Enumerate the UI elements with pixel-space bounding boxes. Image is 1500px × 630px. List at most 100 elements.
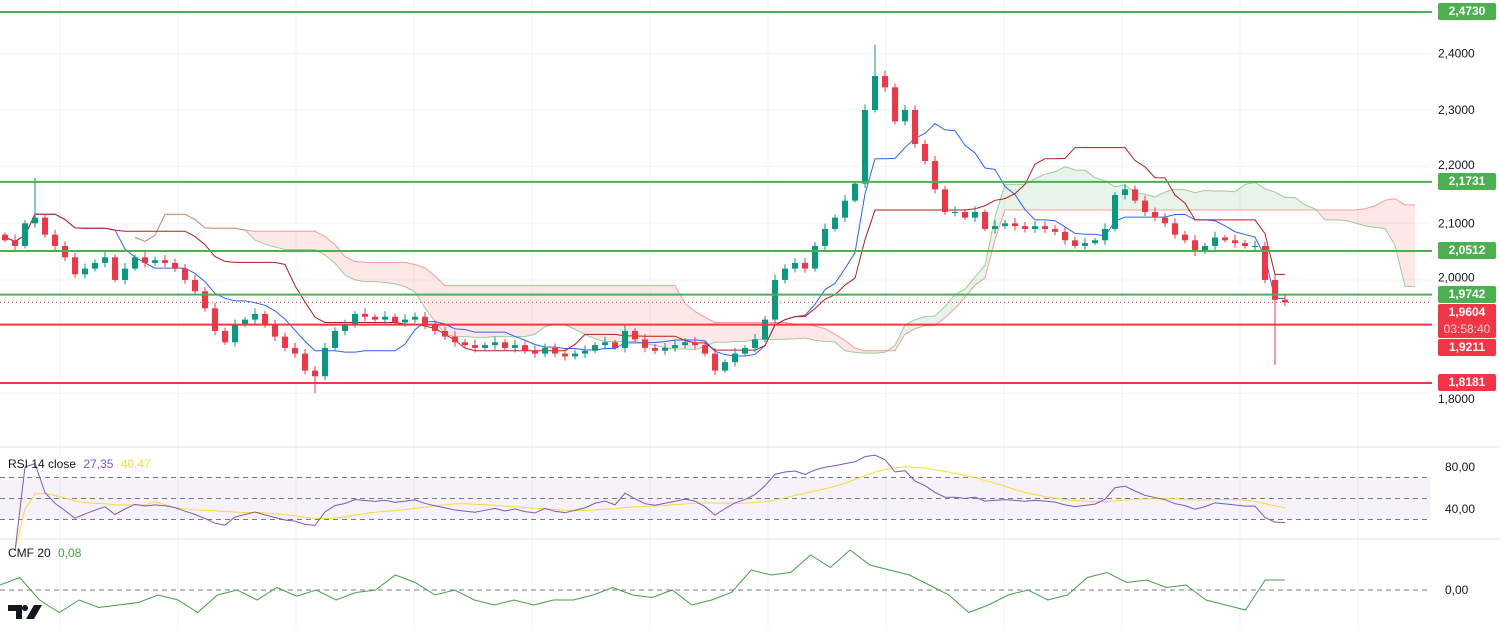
candle-body [1152, 211, 1158, 218]
cmf-title: CMF 20 [8, 546, 51, 560]
candle-body [732, 353, 738, 363]
candle-body [42, 217, 48, 235]
candle-body [362, 313, 368, 317]
candle-body [252, 313, 258, 320]
ichimoku-cloud-segment [485, 285, 495, 338]
candle-body [172, 262, 178, 269]
ichimoku-cloud-segment [1075, 169, 1085, 210]
candle-body [1082, 243, 1088, 246]
candle-body [972, 211, 978, 218]
candle-body [832, 217, 838, 229]
candle-body [232, 325, 238, 343]
candle-body [802, 262, 808, 269]
ichimoku-cloud-segment [1045, 171, 1055, 210]
price-axis-tick: 2,3000 [1438, 103, 1475, 117]
level-price-tag: 1,8181 [1438, 374, 1496, 391]
ichimoku-cloud-segment [1285, 197, 1295, 210]
ichimoku-cloud-segment [975, 265, 985, 286]
candle-body [1102, 228, 1108, 241]
candle-body [262, 313, 268, 326]
candle-body [202, 291, 208, 309]
candle-body [222, 330, 228, 343]
candle-body [1182, 234, 1188, 241]
candle-body [292, 347, 298, 354]
candle-body [952, 211, 958, 213]
candle-body [1172, 223, 1178, 235]
ichimoku-cloud-segment [995, 184, 1005, 240]
cmf-line [0, 549, 1285, 614]
ichimoku-cloud-segment [775, 322, 785, 340]
candle-body [1122, 189, 1128, 195]
candle-body [1282, 299, 1288, 303]
ichimoku-cloud-segment [1155, 192, 1165, 210]
ichimoku-cloud-segment [655, 285, 665, 348]
level-price-tag-value: 1,8181 [1448, 375, 1486, 389]
candle-body [1242, 243, 1248, 246]
candle-body [132, 257, 138, 269]
candle-body [812, 245, 818, 269]
candle-body [482, 345, 488, 348]
candle-body [532, 350, 538, 354]
ichimoku-cloud-segment [505, 285, 515, 337]
candle-body [692, 342, 698, 346]
price-axis-tick: 1,8000 [1438, 392, 1475, 406]
candle-body [662, 347, 668, 351]
level-price-tag-value: 1,9742 [1448, 286, 1486, 301]
ichimoku-cloud-segment [935, 306, 945, 326]
ichimoku-cloud-segment [1335, 209, 1345, 221]
ichimoku-cloud-segment [275, 231, 285, 250]
level-price-tag: 2,1731 [1438, 172, 1496, 190]
candle-body [742, 347, 748, 354]
ichimoku-cloud-segment [865, 350, 875, 354]
candle-body [472, 345, 478, 348]
candle-body [1052, 228, 1058, 232]
ichimoku-cloud-segment [1345, 209, 1355, 223]
ichimoku-cloud-segment [1065, 166, 1075, 210]
ichimoku-cloud-segment [1165, 189, 1175, 210]
candle-body [522, 345, 528, 351]
candle-body [162, 260, 168, 263]
ichimoku-cloud-segment [675, 285, 685, 349]
ichimoku-cloud-segment [845, 340, 855, 353]
price-axis-tick: 2,0000 [1438, 271, 1475, 285]
ichimoku-cloud-segment [415, 264, 425, 308]
rsi-axis-tick: 40,00 [1445, 502, 1475, 516]
candle-body [992, 226, 998, 229]
ichimoku-cloud-segment [305, 231, 315, 250]
ichimoku-cloud-segment [785, 322, 795, 340]
candle-body [1272, 279, 1278, 300]
candle-body [52, 234, 58, 246]
candle-body [492, 342, 498, 346]
ichimoku-cloud-segment [985, 216, 995, 279]
candle-body [112, 257, 118, 280]
candle-body [822, 228, 828, 246]
cmf-legend: CMF 20 0,08 [8, 546, 85, 560]
candle-body [1132, 189, 1138, 201]
candle-body [942, 189, 948, 212]
candle-body [1032, 226, 1038, 229]
ichimoku-cloud-segment [1355, 208, 1365, 226]
candle-body [762, 319, 768, 340]
candle-body [792, 262, 798, 269]
ichimoku-cloud-segment [685, 303, 695, 350]
candle-body [1142, 200, 1148, 212]
ichimoku-cloud-segment [1375, 200, 1385, 229]
candle-body [152, 260, 158, 263]
candle-body [1222, 237, 1228, 241]
ichimoku-cloud-segment [345, 256, 355, 280]
candle-body [212, 308, 218, 331]
ichimoku-cloud-segment [1205, 190, 1215, 210]
ichimoku-cloud-segment [575, 285, 585, 335]
ichimoku-cloud-segment [365, 262, 375, 282]
ichimoku-cloud-segment [335, 244, 345, 276]
ichimoku-cloud-segment [435, 276, 445, 335]
candle-body [902, 110, 908, 122]
cmf-axis-tick: 0,00 [1445, 583, 1469, 597]
candle-body [642, 339, 648, 348]
candle-body [1002, 223, 1008, 227]
level-price-tag: 2,0512 [1438, 241, 1496, 259]
ichimoku-cloud-segment [515, 285, 525, 337]
ichimoku-cloud-segment [1085, 170, 1095, 210]
